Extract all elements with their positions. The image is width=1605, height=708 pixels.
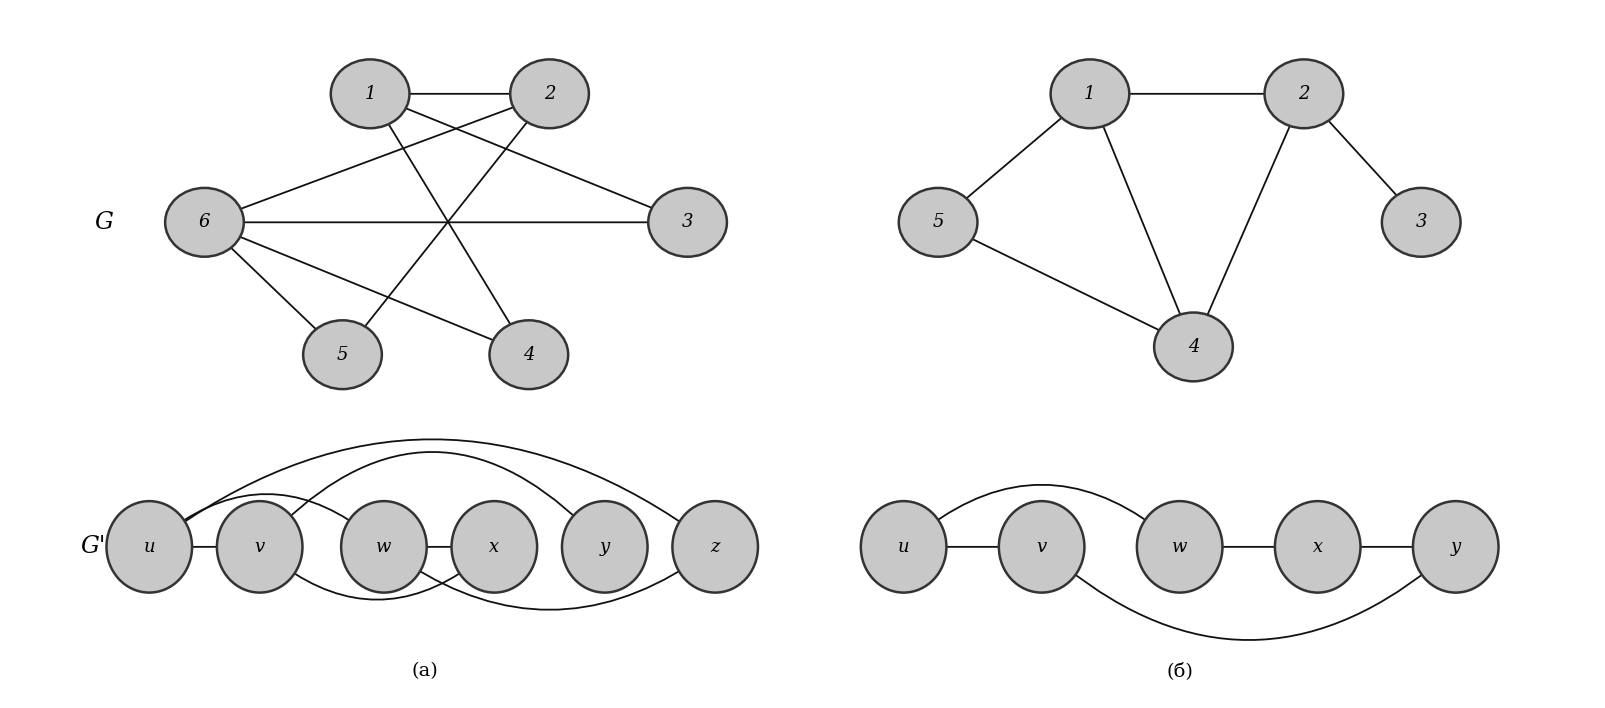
Text: u: u bbox=[897, 538, 910, 556]
Text: x: x bbox=[1313, 538, 1323, 556]
Text: G: G bbox=[95, 211, 112, 234]
Text: 4: 4 bbox=[1188, 338, 1199, 356]
Ellipse shape bbox=[451, 501, 538, 593]
Text: 6: 6 bbox=[199, 213, 210, 232]
Text: (a): (a) bbox=[412, 662, 438, 680]
Text: 5: 5 bbox=[933, 213, 944, 232]
Ellipse shape bbox=[1154, 312, 1233, 382]
Ellipse shape bbox=[562, 501, 647, 593]
Text: u: u bbox=[143, 538, 156, 556]
Ellipse shape bbox=[899, 188, 977, 257]
Text: 4: 4 bbox=[523, 346, 534, 364]
Ellipse shape bbox=[1136, 501, 1223, 593]
Text: 3: 3 bbox=[682, 213, 693, 232]
Text: w: w bbox=[1172, 538, 1188, 556]
Ellipse shape bbox=[303, 320, 382, 389]
Ellipse shape bbox=[1265, 59, 1343, 128]
Ellipse shape bbox=[648, 188, 727, 257]
Text: w: w bbox=[376, 538, 392, 556]
Text: v: v bbox=[255, 538, 265, 556]
Ellipse shape bbox=[1382, 188, 1461, 257]
Ellipse shape bbox=[490, 320, 568, 389]
Text: x: x bbox=[490, 538, 499, 556]
Ellipse shape bbox=[342, 501, 427, 593]
Text: 2: 2 bbox=[1298, 85, 1310, 103]
Ellipse shape bbox=[1412, 501, 1499, 593]
Text: 1: 1 bbox=[1085, 85, 1096, 103]
Ellipse shape bbox=[331, 59, 409, 128]
Text: y: y bbox=[1451, 538, 1461, 556]
Text: v: v bbox=[1037, 538, 1046, 556]
Ellipse shape bbox=[860, 501, 947, 593]
Ellipse shape bbox=[672, 501, 758, 593]
Ellipse shape bbox=[1274, 501, 1361, 593]
Text: 1: 1 bbox=[364, 85, 376, 103]
Text: 2: 2 bbox=[544, 85, 555, 103]
Ellipse shape bbox=[217, 501, 302, 593]
Ellipse shape bbox=[106, 501, 193, 593]
Text: 3: 3 bbox=[1416, 213, 1427, 232]
Text: (б): (б) bbox=[1167, 662, 1193, 680]
Ellipse shape bbox=[165, 188, 244, 257]
Text: G': G' bbox=[80, 535, 106, 559]
Text: y: y bbox=[600, 538, 610, 556]
Ellipse shape bbox=[510, 59, 589, 128]
Ellipse shape bbox=[1051, 59, 1130, 128]
Ellipse shape bbox=[998, 501, 1085, 593]
Text: 5: 5 bbox=[337, 346, 348, 364]
Text: z: z bbox=[711, 538, 721, 556]
